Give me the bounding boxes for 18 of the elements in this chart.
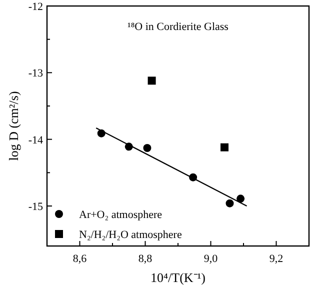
x-tick-label: 8,6 [72,253,88,265]
y-tick-label: -13 [28,68,44,80]
legend-label: Ar+O₂ atmosphere [79,209,162,221]
y-tick-label: -12 [28,1,43,13]
point [143,144,152,152]
point [148,76,156,85]
text: ¹⁸O in Cordierite Glass [128,21,228,33]
point [226,199,234,208]
y-tick-label: -15 [28,201,44,213]
x-axis-title: 10⁴/T(K⁻¹) [150,270,206,285]
x-tick-label: 9,2 [269,253,284,265]
y-axis-title: log D (cm²/s) [6,91,21,161]
x-tick-label: 9,0 [204,253,218,265]
point [236,194,245,203]
legend-label: N₂/H₂/H₂O atmosphere [79,229,182,241]
y-tick-label: -14 [28,134,44,146]
x-tick-label: 8,8 [138,253,153,265]
point [220,143,229,152]
